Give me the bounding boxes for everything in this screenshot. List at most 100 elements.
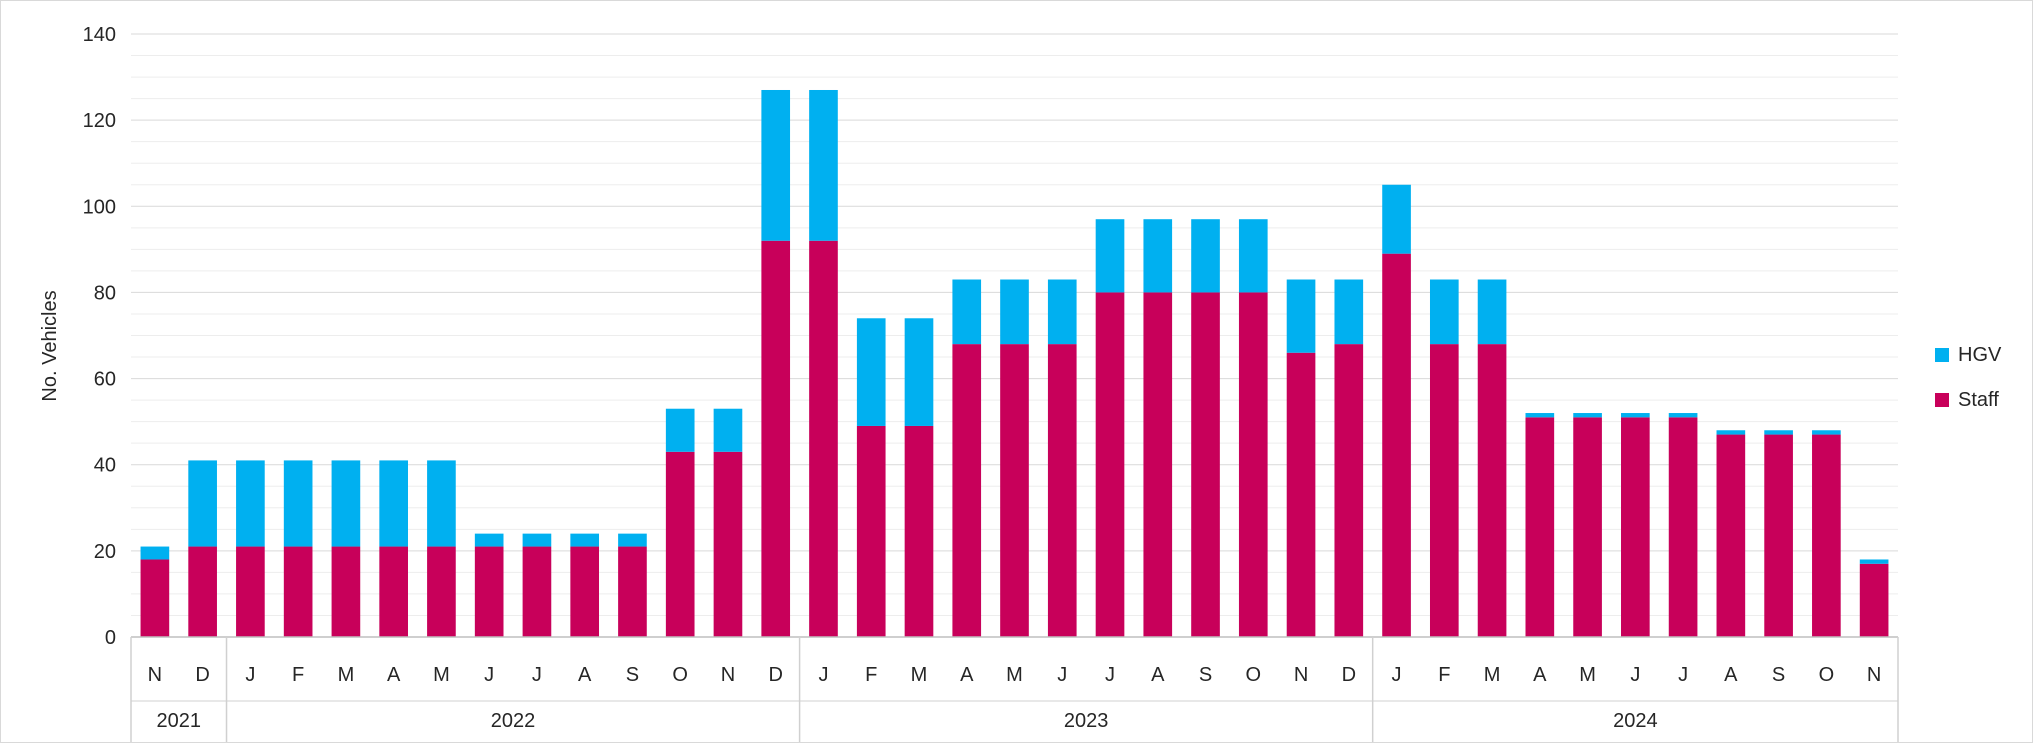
hgv-bar (379, 460, 408, 547)
hgv-bar (1477, 279, 1507, 345)
hgv-bar (1668, 413, 1698, 418)
legend-swatch (1935, 348, 1949, 362)
x-tick-label: J (818, 664, 828, 686)
x-tick-label: O (672, 664, 688, 686)
hgv-bar (713, 408, 743, 452)
hgv-bar (856, 318, 886, 426)
x-tick-label: A (1724, 664, 1738, 686)
staff-bar (1238, 292, 1268, 637)
staff-bar (379, 546, 408, 637)
staff-bar (1382, 253, 1411, 637)
hgv-bar (427, 460, 456, 547)
staff-bar (1095, 292, 1125, 637)
hgv-bar (1525, 413, 1555, 418)
hgv-bar (1764, 430, 1793, 435)
x-tick-label: O (1819, 664, 1835, 686)
x-tick-label: A (578, 664, 592, 686)
staff-bar (1000, 344, 1029, 637)
y-tick-label: 80 (94, 282, 116, 304)
hgv-bar (1334, 279, 1364, 345)
bars (140, 89, 1889, 637)
hgv-bar (283, 460, 313, 547)
x-tick-label: M (1484, 664, 1501, 686)
staff-bar (1477, 344, 1507, 637)
x-tick-label: J (1392, 664, 1402, 686)
staff-bar (665, 451, 695, 637)
x-tick-label: N (148, 664, 162, 686)
hgv-bar (809, 89, 838, 241)
staff-bar (1573, 417, 1602, 637)
x-tick-label: A (1533, 664, 1547, 686)
staff-bar (427, 546, 456, 637)
x-tick-label: J (1105, 664, 1115, 686)
hgv-bar (904, 318, 934, 426)
hgv-bar (1095, 219, 1125, 293)
hgv-bar (761, 89, 791, 241)
year-group-label: 2021 (157, 710, 202, 732)
hgv-bar (1000, 279, 1029, 345)
x-tick-label: S (1199, 664, 1212, 686)
hgv-bar (570, 533, 600, 547)
x-tick-label: J (1630, 664, 1640, 686)
x-tick-label: N (1294, 664, 1308, 686)
x-tick-label: F (865, 664, 877, 686)
staff-bar (713, 451, 743, 637)
hgv-bar (188, 460, 217, 547)
staff-bar (1764, 434, 1793, 637)
x-tick-label: O (1246, 664, 1262, 686)
x-tick-label: N (721, 664, 735, 686)
x-tick-label: J (532, 664, 542, 686)
hgv-bar (1382, 184, 1411, 254)
staff-bar (1812, 434, 1841, 637)
hgv-bar (236, 460, 265, 547)
y-tick-label: 40 (94, 455, 116, 477)
hgv-bar (1429, 279, 1459, 345)
hgv-bar (1047, 279, 1077, 345)
staff-bar (761, 240, 791, 637)
staff-bar (1047, 344, 1077, 637)
staff-bar (856, 425, 886, 637)
staff-bar (1525, 417, 1555, 637)
staff-bar (236, 546, 265, 637)
x-tick-label: J (1678, 664, 1688, 686)
x-axis: N D J F M A M J J A S O N D J F M A M J J A S O N D J F M A M J J A S O N 202… (130, 636, 1899, 742)
hgv-bar (140, 546, 170, 560)
hgv-bar (474, 533, 504, 547)
staff-bar (283, 546, 313, 637)
x-tick-label: A (960, 664, 974, 686)
x-tick-label: N (1867, 664, 1881, 686)
staff-bar (570, 546, 600, 637)
staff-bar (1621, 417, 1650, 637)
x-tick-label: M (1006, 664, 1023, 686)
y-tick-label: 120 (83, 110, 116, 132)
hgv-bar (1812, 430, 1841, 435)
staff-bar (1429, 344, 1459, 637)
hgv-bar (1859, 559, 1889, 564)
y-axis-ticks: 0 20 40 60 80 100 120 140 (83, 24, 116, 649)
staff-bar (1191, 292, 1220, 637)
hgv-bar (1238, 219, 1268, 293)
staff-bar (618, 546, 647, 637)
legend-swatch (1935, 393, 1949, 407)
hgv-bar (618, 533, 647, 547)
hgv-bar (665, 408, 695, 452)
x-tick-label: S (626, 664, 639, 686)
hgv-bar (952, 279, 982, 345)
x-tick-label: F (292, 664, 304, 686)
y-axis-label: No. Vehicles (39, 290, 61, 401)
y-tick-label: 0 (105, 627, 116, 649)
staff-bar (1716, 434, 1746, 637)
x-tick-label: M (1579, 664, 1596, 686)
x-tick-label: J (484, 664, 494, 686)
hgv-bar (1621, 413, 1650, 418)
staff-bar (188, 546, 217, 637)
x-tick-label: M (911, 664, 928, 686)
x-tick-label: F (1438, 664, 1450, 686)
hgv-bar (1191, 219, 1220, 293)
x-tick-label: J (245, 664, 255, 686)
x-tick-label: D (195, 664, 209, 686)
x-tick-label: M (338, 664, 355, 686)
staff-bar (522, 546, 552, 637)
